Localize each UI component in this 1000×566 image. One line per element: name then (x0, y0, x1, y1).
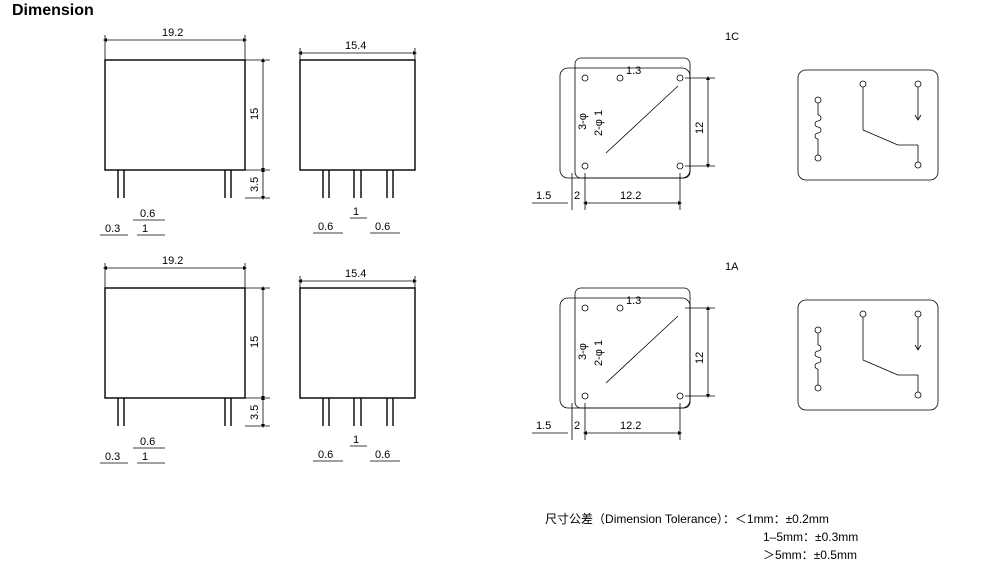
dim-12-0: 12 (694, 122, 706, 134)
svg-text:0.6: 0.6 (375, 449, 390, 461)
dim-3-5: 3.5 (249, 177, 261, 192)
dim-19-2: 19.2 (162, 27, 183, 39)
schematic-1c (798, 70, 938, 180)
dim-0-6: 0.6 (140, 208, 155, 220)
tol-r0-tol: ±0.2mm (786, 512, 829, 526)
tol-r2-tol: ±0.5mm (814, 548, 857, 562)
front-view-2: 19.2 15 3.5 0.6 0.3 1 (100, 255, 270, 463)
svg-text:1.3: 1.3 (626, 295, 641, 307)
svg-text:2-φ 1: 2-φ 1 (593, 340, 605, 366)
label-1a: 1A (725, 261, 739, 273)
tolerance-note: 尺寸公差（Dimension Tolerance）：＜1mm：±0.2mm 1–… (545, 510, 858, 564)
svg-text:15: 15 (249, 336, 261, 348)
schematic-1a (798, 300, 938, 410)
side-spacing: 3-φ (577, 113, 589, 130)
tol-heading-cn: 尺寸公差 (545, 512, 593, 526)
pcb-layout-1c: 1C 2-φ 1 3-φ 1.3 12 12.2 2 1.5 (532, 31, 739, 210)
svg-text:12.2: 12.2 (620, 420, 641, 432)
dim-0-6b: 0.6 (375, 221, 390, 233)
svg-text:0.6: 0.6 (140, 436, 155, 448)
svg-text:0.6: 0.6 (318, 449, 333, 461)
svg-text:2: 2 (574, 420, 580, 432)
side-view-2: 15.4 1 0.6 0.6 (300, 268, 415, 461)
tol-r1-range: 1–5mm (763, 530, 803, 544)
dim-gap-1: 1 (353, 206, 359, 218)
svg-text:0.3: 0.3 (105, 451, 120, 463)
dim-0-3: 0.3 (105, 223, 120, 235)
tol-r2-range: ＞5mm (763, 548, 802, 562)
svg-text:15.4: 15.4 (345, 268, 366, 280)
svg-text:1: 1 (142, 451, 148, 463)
dim-1-5: 1.5 (536, 190, 551, 202)
svg-text:3-φ: 3-φ (577, 343, 589, 360)
tol-heading-en: Dimension Tolerance (605, 512, 717, 526)
hole-label: 2-φ 1 (593, 110, 605, 136)
dim-col-2: 2 (574, 190, 580, 202)
svg-text:3.5: 3.5 (249, 405, 261, 420)
tol-r1-tol: ±0.3mm (815, 530, 858, 544)
dim-0-6a: 0.6 (318, 221, 333, 233)
front-view-1: 19.2 15 3.5 0.6 0.3 1 (100, 27, 270, 235)
pcb-layout-1a: 1A 2-φ 1 3-φ 1.3 12 12.2 2 1.5 (532, 261, 739, 440)
tol-r0-range: ＜1mm (735, 512, 774, 526)
svg-text:1.5: 1.5 (536, 420, 551, 432)
drawing-canvas: 19.2 15 3.5 0.6 0.3 1 15.4 (0, 0, 1000, 566)
dim-15: 15 (249, 108, 261, 120)
dim-15-4: 15.4 (345, 40, 366, 52)
dim-1-0: 1 (142, 223, 148, 235)
dim-1-3: 1.3 (626, 65, 641, 77)
dim-12-2: 12.2 (620, 190, 641, 202)
svg-text:12: 12 (694, 352, 706, 364)
side-view-1: 15.4 1 0.6 0.6 (300, 40, 415, 233)
svg-text:19.2: 19.2 (162, 255, 183, 267)
label-1c: 1C (725, 31, 739, 43)
svg-text:1: 1 (353, 434, 359, 446)
